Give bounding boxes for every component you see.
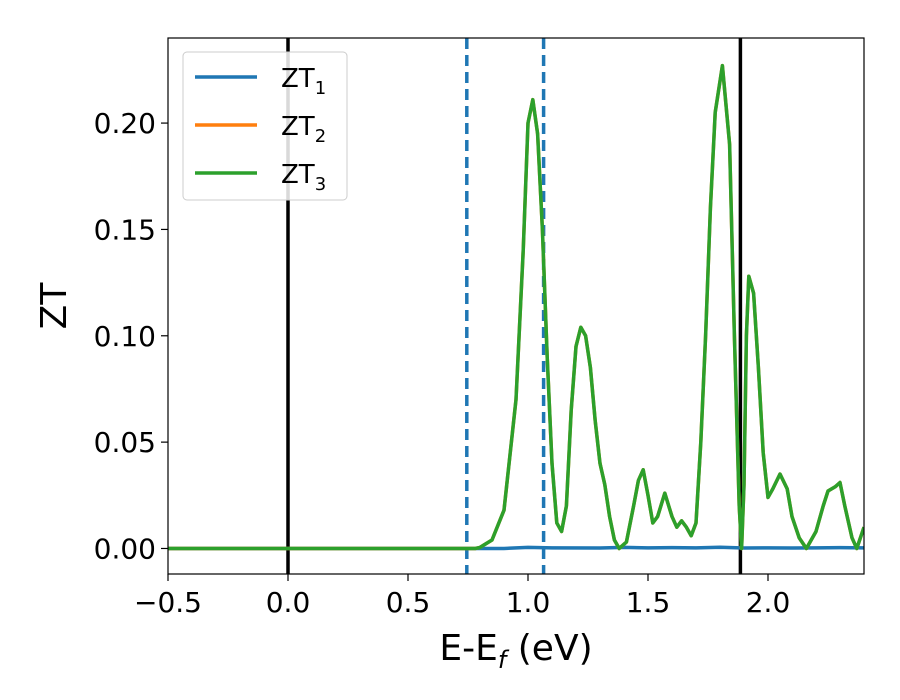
x-axis-ticks: −0.5 0.0 0.5 1.0 1.5 2.0 [134,574,790,619]
x-axis-label-unit: (eV) [506,628,592,669]
series-line-1 [168,545,864,551]
x-tick-label: 1.5 [626,586,671,619]
x-tick-label: −0.5 [134,586,202,619]
plot-frame [167,37,865,575]
series-layer [168,63,864,551]
x-tick-label: 2.0 [746,586,791,619]
y-tick-label: 0.05 [94,426,156,459]
x-tick-label: 0.5 [386,586,431,619]
y-tick-label: 0.20 [94,107,156,140]
x-tick-label: 1.0 [506,586,551,619]
series-line-3 [168,63,864,551]
y-tick-label: 0.00 [94,532,156,565]
y-tick-label: 0.10 [94,320,156,353]
legend-label-3: ZT3 [281,160,326,195]
legend-label-1: ZT1 [281,64,326,99]
x-tick-label: 0.0 [266,586,311,619]
legend-label-2: ZT2 [281,112,326,147]
legend: ZT1 ZT2 ZT3 [182,51,348,201]
y-axis-label: ZT [34,282,75,330]
y-tick-label: 0.15 [94,213,156,246]
y-axis-ticks: 0.00 0.05 0.10 0.15 0.20 [94,107,168,565]
x-axis-label: E-Ef (eV) [439,628,592,674]
legend-box [182,51,348,201]
